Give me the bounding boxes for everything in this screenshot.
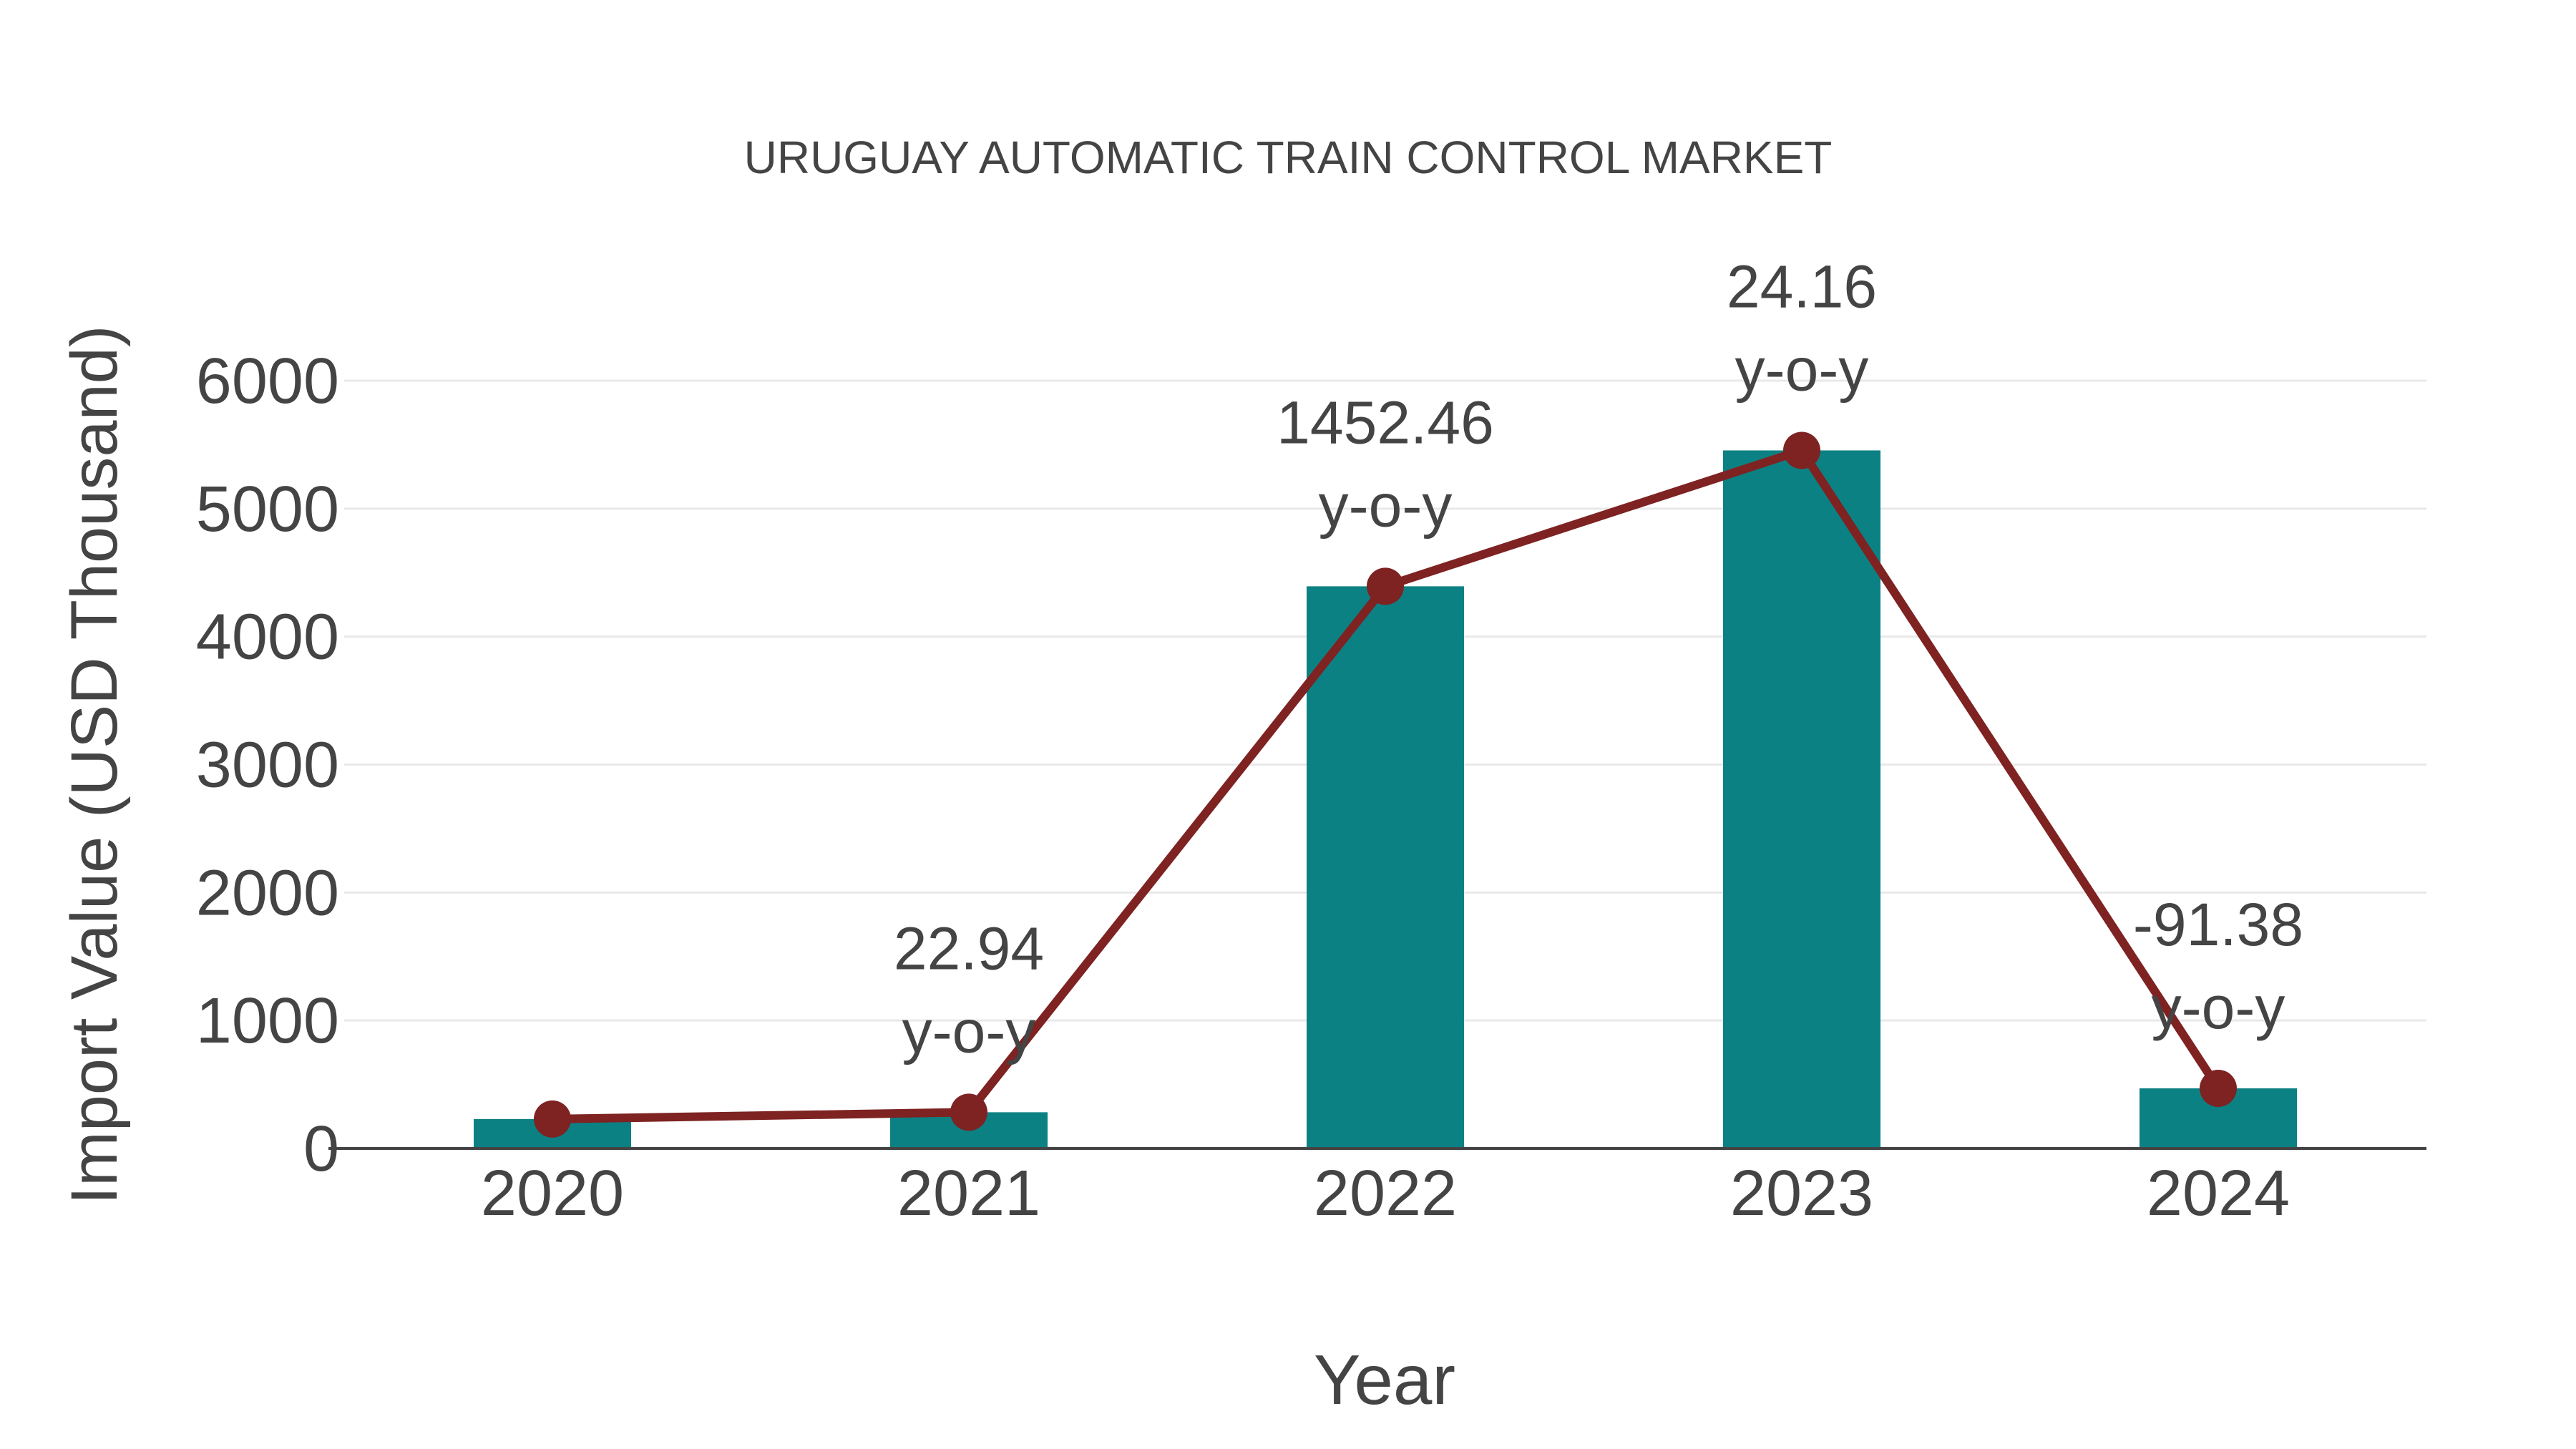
annotation-value-2024: -91.38	[2133, 891, 2303, 958]
annotations-group: 22.94 y-o-y 1452.46 y-o-y 24.16 y-o-y -91.38 y-…	[894, 253, 2303, 1065]
y-tick-label-6000: 6000	[196, 346, 339, 417]
bar-2022	[1307, 586, 1464, 1148]
annotation-value-2021: 22.94	[894, 914, 1044, 982]
x-tick-label-2021: 2021	[897, 1158, 1040, 1229]
marker-2020	[534, 1100, 571, 1138]
y-tick-label-0: 0	[303, 1113, 339, 1185]
x-tick-label-2020: 2020	[481, 1158, 624, 1229]
x-tick-label-2022: 2022	[1314, 1158, 1457, 1229]
y-tick-labels-group: 0 1000 2000 3000 4000 5000 6000	[196, 346, 339, 1185]
marker-2022	[1367, 567, 1404, 605]
annotation-yoy-2021: y-o-y	[902, 997, 1036, 1065]
x-tick-label-2024: 2024	[2147, 1158, 2290, 1229]
y-tick-label-2000: 2000	[196, 857, 339, 929]
annotation-yoy-2022: y-o-y	[1319, 472, 1453, 539]
chart-title: URUGUAY AUTOMATIC TRAIN CONTROL MARKET	[744, 132, 1833, 183]
x-tick-labels-group: 2020 2021 2022 2023 2024	[481, 1158, 2290, 1229]
annotation-value-2022: 1452.46	[1277, 389, 1494, 456]
y-tick-label-1000: 1000	[196, 985, 339, 1057]
marker-2024	[2200, 1069, 2237, 1107]
y-tick-label-4000: 4000	[196, 602, 339, 673]
marker-2021	[950, 1093, 987, 1131]
marker-2023	[1783, 431, 1820, 469]
annotation-yoy-2023: y-o-y	[1735, 336, 1869, 403]
x-tick-label-2023: 2023	[1730, 1158, 1873, 1229]
y-tick-label-3000: 3000	[196, 730, 339, 801]
y-axis-title: Import Value (USD Thousand)	[58, 326, 131, 1205]
bars-group	[474, 450, 2297, 1148]
trend-line-group	[534, 431, 2237, 1138]
bar-2023	[1723, 450, 1880, 1148]
annotation-yoy-2024: y-o-y	[2152, 974, 2285, 1041]
x-axis-title: Year	[1314, 1340, 1455, 1419]
y-tick-label-5000: 5000	[196, 474, 339, 545]
annotation-value-2023: 24.16	[1727, 253, 1877, 320]
